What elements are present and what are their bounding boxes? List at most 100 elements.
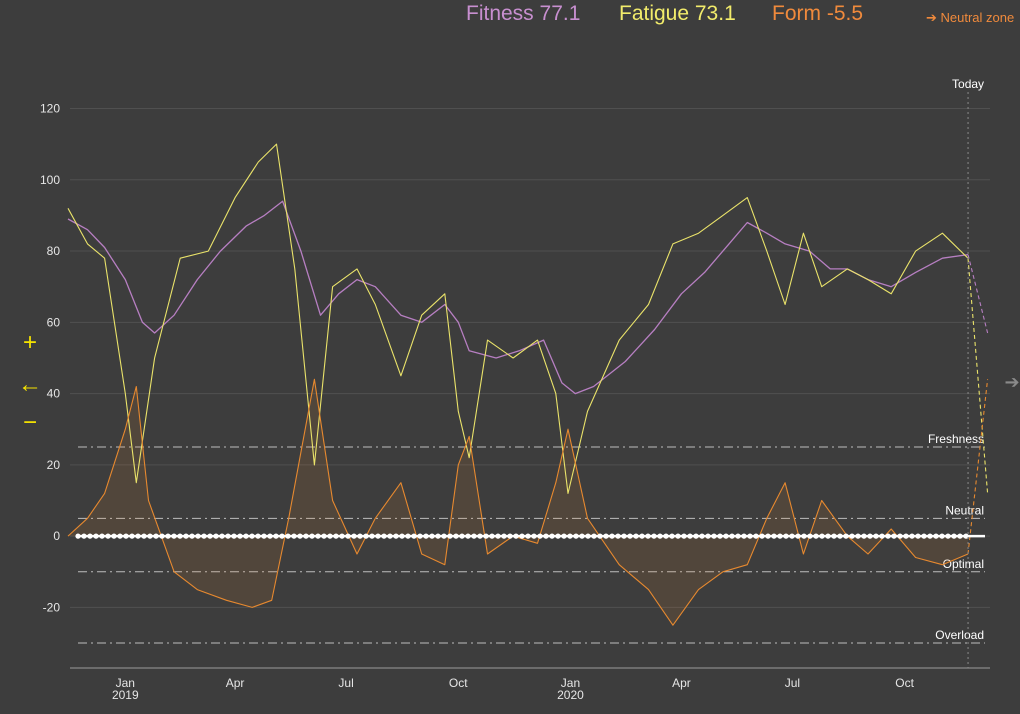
zero-dot: [327, 533, 333, 539]
legend: Fitness 77.1 Fatigue 73.1 Form -5.5 ➔ Ne…: [466, 2, 1014, 25]
zero-dot: [285, 533, 291, 539]
zero-dot: [141, 533, 147, 539]
zero-dot: [483, 533, 489, 539]
zero-dot: [669, 533, 675, 539]
series-fatigue-projection: [967, 258, 989, 494]
zero-dot: [405, 533, 411, 539]
neutral-zone-link[interactable]: ➔ Neutral zone: [926, 10, 1014, 25]
x-tick-label: Apr: [226, 676, 245, 690]
zoom-out-icon[interactable]: −: [23, 409, 37, 436]
zero-dot: [183, 533, 189, 539]
zero-dot: [93, 533, 99, 539]
zero-dot: [891, 533, 897, 539]
zero-dot: [777, 533, 783, 539]
zero-dot: [447, 533, 453, 539]
zero-dot: [549, 533, 555, 539]
zero-dot: [663, 533, 669, 539]
zero-dot: [147, 533, 153, 539]
zone-label-neutral: Neutral: [945, 503, 984, 517]
zero-dot: [771, 533, 777, 539]
zero-dot: [249, 533, 255, 539]
series-form-projection: [967, 379, 989, 555]
zoom-in-icon[interactable]: +: [23, 329, 37, 356]
today-label: Today: [952, 77, 984, 91]
zero-dot: [543, 533, 549, 539]
zero-dot: [855, 533, 861, 539]
y-tick-label: 20: [47, 458, 61, 472]
zero-dot: [687, 533, 693, 539]
zero-dot: [507, 533, 513, 539]
zero-dot: [453, 533, 459, 539]
zero-dot: [933, 533, 939, 539]
zero-dot: [153, 533, 159, 539]
zero-dot: [399, 533, 405, 539]
zero-dot: [621, 533, 627, 539]
zero-dot: [375, 533, 381, 539]
zero-dot: [627, 533, 633, 539]
zero-dot: [471, 533, 477, 539]
forward-arrow-icon[interactable]: ➔: [1004, 372, 1019, 392]
zero-dot: [519, 533, 525, 539]
zero-dot: [135, 533, 141, 539]
zero-dot: [537, 533, 543, 539]
zero-dot: [495, 533, 501, 539]
zero-dot: [555, 533, 561, 539]
zero-dot: [303, 533, 309, 539]
zero-dot: [723, 533, 729, 539]
zero-dot: [861, 533, 867, 539]
zero-dot: [645, 533, 651, 539]
zero-dot: [693, 533, 699, 539]
zero-dot: [477, 533, 483, 539]
zero-dot: [273, 533, 279, 539]
zero-dot: [615, 533, 621, 539]
zero-dot: [345, 533, 351, 539]
zero-dot: [609, 533, 615, 539]
legend-form[interactable]: Form -5.5: [772, 2, 863, 25]
zero-dot: [843, 533, 849, 539]
zero-dot: [711, 533, 717, 539]
zero-dot: [75, 533, 81, 539]
zero-dot: [963, 533, 969, 539]
chart-nav: + ← − ➔: [18, 329, 1020, 436]
zero-dot: [567, 533, 573, 539]
zero-dot: [237, 533, 243, 539]
back-arrow-icon[interactable]: ←: [18, 371, 42, 398]
zero-dot: [945, 533, 951, 539]
zero-dot: [417, 533, 423, 539]
zero-dot: [639, 533, 645, 539]
y-tick-label: -20: [43, 600, 61, 614]
x-tick-label: Jan: [116, 676, 135, 690]
today-marker: Today: [952, 77, 984, 668]
legend-fitness[interactable]: Fitness 77.1: [466, 2, 580, 25]
zero-dot: [699, 533, 705, 539]
zero-dot: [291, 533, 297, 539]
zero-dot: [597, 533, 603, 539]
x-tick-label: Jul: [338, 676, 353, 690]
zero-dot: [717, 533, 723, 539]
legend-fatigue[interactable]: Fatigue 73.1: [619, 2, 736, 25]
zero-dot: [633, 533, 639, 539]
zero-dot: [921, 533, 927, 539]
zero-dot: [429, 533, 435, 539]
zero-dot: [435, 533, 441, 539]
zero-dot: [99, 533, 105, 539]
zero-dot: [213, 533, 219, 539]
zero-dot: [225, 533, 231, 539]
zone-label-overload: Overload: [935, 628, 984, 642]
x-tick-label: Apr: [672, 676, 691, 690]
form-fill: [68, 379, 968, 626]
zero-dot: [897, 533, 903, 539]
zero-dot: [441, 533, 447, 539]
zero-dot: [957, 533, 963, 539]
zero-dot: [735, 533, 741, 539]
zero-dot: [165, 533, 171, 539]
zero-line-dots: [75, 533, 985, 539]
zero-dot: [903, 533, 909, 539]
zero-dot: [459, 533, 465, 539]
zero-dot: [231, 533, 237, 539]
zero-dot: [783, 533, 789, 539]
zero-dot: [753, 533, 759, 539]
zero-dot: [831, 533, 837, 539]
